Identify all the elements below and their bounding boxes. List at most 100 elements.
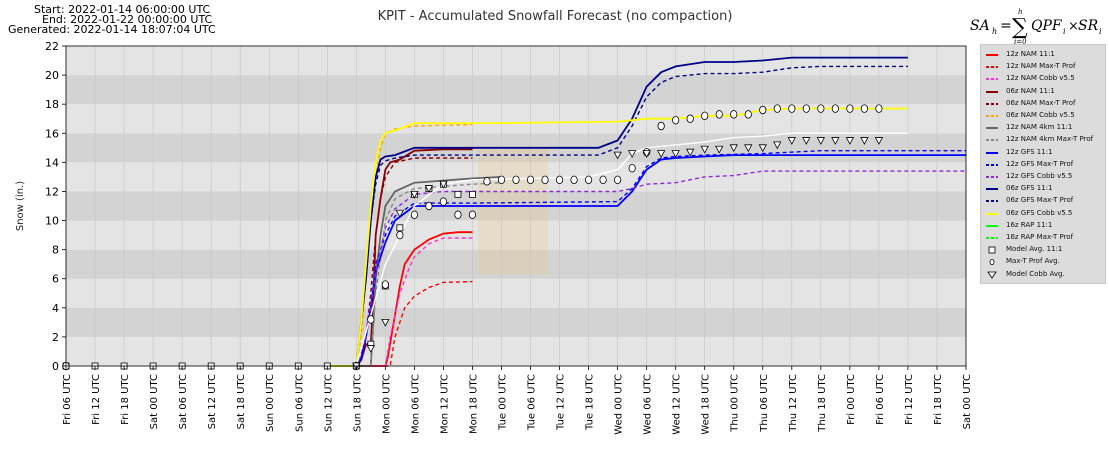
chart-title: KPIT - Accumulated Snowfall Forecast (no… bbox=[377, 9, 733, 24]
legend-item: 16z RAP 11:1 bbox=[981, 220, 1105, 232]
legend-swatch bbox=[986, 127, 998, 130]
y-tick-label: 10 bbox=[45, 215, 59, 228]
legend-item: 12z NAM Cobb v5.5 bbox=[981, 73, 1105, 85]
maxt-avg-marker bbox=[817, 104, 825, 113]
y-tick-label: 20 bbox=[45, 69, 59, 82]
maxt-avg-marker bbox=[570, 175, 578, 185]
cobb-avg-marker bbox=[395, 209, 405, 218]
background-band bbox=[66, 336, 966, 366]
cobb-avg-marker bbox=[439, 180, 448, 189]
legend-label: Model Cobb Avg. bbox=[1006, 269, 1065, 278]
legend-item: 12z GFS 11:1 bbox=[981, 147, 1105, 159]
cobb-avg-marker bbox=[744, 144, 753, 153]
legend-item: 06z GFS Cobb v5.5 bbox=[981, 208, 1105, 220]
maxt-avg-marker bbox=[744, 110, 752, 119]
maxt-avg-marker bbox=[875, 104, 883, 113]
series-line bbox=[355, 154, 966, 367]
cobb-avg-marker bbox=[831, 137, 840, 145]
maxt-avg-marker bbox=[541, 175, 549, 185]
maxt-avg-marker bbox=[759, 105, 767, 115]
x-tick-label: Thu 06 UTC bbox=[759, 374, 770, 433]
legend-label: 16z RAP 11:1 bbox=[1006, 220, 1053, 229]
svg-text:×: × bbox=[1068, 19, 1079, 34]
background-band bbox=[66, 278, 966, 308]
maxt-avg-marker bbox=[555, 175, 564, 185]
x-tick-label: Fri 18 UTC bbox=[120, 374, 131, 425]
maxt-avg-marker bbox=[512, 175, 520, 185]
legend-item: 12z NAM 4km Max-T Prof bbox=[981, 134, 1105, 146]
formula-term2: SR bbox=[1078, 18, 1099, 34]
legend: 12z NAM 11:1 12z NAM Max-T Prof 12z NAM Co… bbox=[980, 44, 1106, 284]
legend-swatch bbox=[987, 271, 997, 279]
maxt-avg-marker bbox=[497, 175, 506, 185]
legend-item: 16z RAP Max-T Prof bbox=[981, 232, 1105, 244]
y-tick-label: 0 bbox=[52, 360, 59, 373]
x-tick-label: Sat 06 UTC bbox=[178, 374, 189, 429]
series-line bbox=[327, 65, 908, 367]
legend-swatch bbox=[986, 139, 998, 142]
maxt-avg-marker bbox=[584, 175, 593, 185]
y-tick-label: 14 bbox=[45, 156, 59, 169]
end-time: End: 2022-01-22 00:00:00 UTC bbox=[42, 13, 213, 26]
legend-item: 12z GFS Cobb v5.5 bbox=[981, 171, 1105, 183]
x-tick-label: Sun 00 UTC bbox=[265, 374, 276, 432]
background-band bbox=[66, 220, 966, 250]
maxt-avg-marker bbox=[846, 104, 854, 113]
formula-sum-bottom: i=0 bbox=[1014, 38, 1027, 46]
cobb-avg-marker bbox=[860, 137, 869, 145]
generated-time: Generated: 2022-01-14 18:07:04 UTC bbox=[8, 23, 216, 36]
formula-lhs: SA bbox=[970, 18, 990, 34]
background-band bbox=[66, 46, 966, 76]
watermark-logo bbox=[478, 148, 548, 274]
formula-lhs-sub: h bbox=[992, 27, 997, 36]
legend-swatch bbox=[986, 115, 998, 117]
legend-swatch bbox=[988, 246, 996, 254]
x-tick-label: Mon 18 UTC bbox=[468, 374, 479, 434]
y-tick-label: 8 bbox=[52, 244, 59, 257]
legend-label: 12z NAM 4km Max-T Prof bbox=[1006, 135, 1094, 144]
legend-swatch bbox=[986, 54, 998, 56]
x-tick-label: Mon 06 UTC bbox=[410, 374, 421, 434]
y-tick-label: 6 bbox=[52, 273, 59, 286]
legend-swatch bbox=[986, 90, 998, 93]
x-tick-label: Tue 12 UTC bbox=[556, 374, 567, 431]
formula-term1: QPF bbox=[1031, 18, 1063, 34]
x-tick-label: Thu 18 UTC bbox=[817, 374, 828, 433]
maxt-avg-marker bbox=[454, 210, 462, 219]
x-tick-label: Thu 12 UTC bbox=[788, 374, 799, 433]
cobb-avg-marker bbox=[642, 150, 651, 158]
average-markers bbox=[62, 104, 884, 371]
x-tick-label: Wed 00 UTC bbox=[614, 374, 625, 435]
legend-label: 12z NAM Max-T Prof bbox=[1006, 62, 1076, 71]
formula-sub2: i bbox=[1099, 27, 1102, 36]
cobb-avg-marker bbox=[656, 150, 666, 158]
svg-text:∑: ∑ bbox=[1012, 15, 1028, 40]
x-tick-label: Tue 06 UTC bbox=[527, 374, 538, 431]
cobb-avg-marker bbox=[686, 148, 695, 157]
cobb-avg-marker bbox=[366, 345, 376, 353]
series-line bbox=[356, 280, 473, 367]
plot-axes: 0 2 4 6 8 10 12 14 16 18 20 22 Fri 06 UTC Fri 12 UTC F… bbox=[45, 40, 973, 435]
legend-swatch bbox=[986, 200, 998, 203]
legend-swatch bbox=[986, 212, 998, 215]
legend-item: 06z NAM Cobb v5.5 bbox=[981, 110, 1105, 122]
series-line bbox=[356, 182, 502, 367]
cobb-avg-marker bbox=[700, 145, 709, 154]
legend-item: Max-T Prof Avg. bbox=[981, 256, 1105, 268]
snow-accumulation-formula: SA h = ∑ h i=0 QPF i × SR i bbox=[970, 8, 1102, 46]
x-tick-label: Fri 00 UTC bbox=[846, 374, 857, 425]
cobb-avg-marker bbox=[410, 190, 419, 199]
y-tick-label: 16 bbox=[45, 127, 59, 140]
maxt-avg-marker bbox=[628, 163, 636, 173]
cobb-avg-marker bbox=[773, 141, 782, 150]
cobb-avg-marker bbox=[381, 318, 390, 327]
x-tick-label: Sat 18 UTC bbox=[236, 374, 247, 429]
cobb-avg-marker bbox=[874, 137, 884, 145]
legend-label: Max-T Prof Avg. bbox=[1006, 257, 1060, 266]
cobb-avg-marker bbox=[424, 185, 434, 193]
x-tick-label: Fri 18 UTC bbox=[933, 374, 944, 425]
y-axis-label: Snow (in.) bbox=[15, 181, 26, 231]
cobb-avg-marker bbox=[787, 137, 796, 145]
plot-frame bbox=[65, 45, 967, 367]
